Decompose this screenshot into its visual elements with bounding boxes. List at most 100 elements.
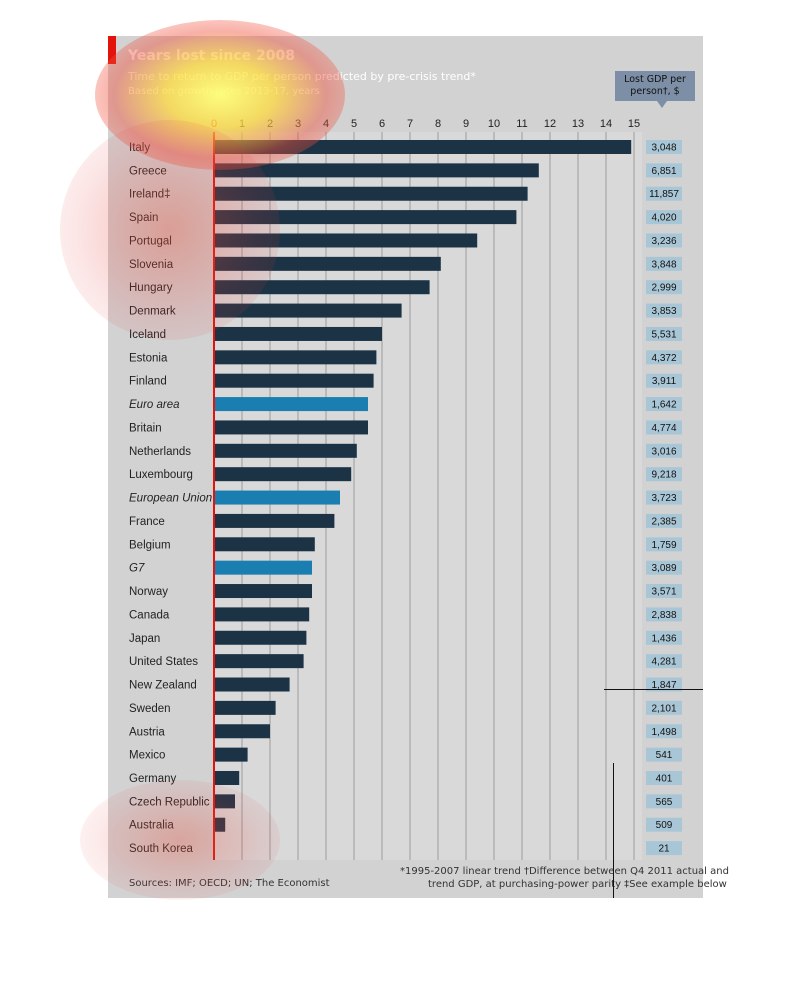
lost-gdp-value: 3,911 (652, 376, 677, 387)
value-box (646, 443, 682, 458)
lost-gdp-value: 3,048 (651, 143, 676, 154)
bar (214, 794, 235, 809)
category-label: Netherlands (129, 446, 191, 458)
bar (214, 256, 441, 271)
bar (214, 630, 307, 645)
value-box (646, 163, 682, 178)
lost-gdp-value: 2,838 (651, 610, 676, 621)
x-tick-label: 0 (211, 118, 217, 130)
lost-gdp-value: 9,218 (651, 470, 676, 481)
bar (214, 163, 539, 178)
bar (214, 700, 276, 715)
lost-gdp-value: 565 (656, 797, 673, 808)
value-box (646, 513, 682, 528)
lost-gdp-value: 3,853 (651, 306, 676, 317)
category-label: New Zealand (129, 680, 197, 692)
sources-note: Sources: IMF; OECD; UN; The Economist (129, 878, 330, 889)
lost-gdp-value: 3,571 (651, 587, 676, 598)
value-box (646, 677, 682, 692)
bar (214, 677, 290, 692)
value-box (646, 326, 682, 341)
value-box (646, 537, 682, 552)
value-box (646, 794, 682, 809)
bar (214, 560, 312, 575)
category-label: South Korea (129, 843, 194, 855)
lost-gdp-value: 3,016 (651, 446, 676, 457)
category-label: Finland (129, 376, 167, 388)
value-box (646, 303, 682, 318)
lost-gdp-value: 4,372 (651, 353, 676, 364)
category-label: Estonia (129, 352, 168, 364)
lost-gdp-value: 4,774 (651, 423, 676, 434)
footnote-line-2: trend GDP, at purchasing-power parity ‡S… (428, 879, 727, 890)
category-label: Austria (129, 726, 165, 738)
lost-gdp-value: 11,857 (649, 189, 679, 200)
category-label: Britain (129, 422, 162, 434)
bar (214, 724, 270, 739)
lost-gdp-value: 1,436 (651, 633, 676, 644)
value-box (646, 280, 682, 295)
category-label: Euro area (129, 399, 180, 411)
category-label: Australia (129, 820, 174, 832)
category-label: Greece (129, 165, 167, 177)
value-box (646, 467, 682, 482)
x-tick-label: 9 (463, 118, 469, 130)
value-box (646, 724, 682, 739)
lost-gdp-value: 509 (656, 820, 673, 831)
value-box (646, 584, 682, 599)
bar (214, 770, 240, 785)
value-box (646, 420, 682, 435)
category-label: Canada (129, 609, 170, 621)
chart-subtitle-units: Based on growth rates 2013-17, years (128, 86, 320, 97)
bar (214, 326, 382, 341)
category-label: Germany (129, 773, 177, 785)
category-label: European Union (129, 493, 212, 505)
footnote-line-1: *1995-2007 linear trend †Difference betw… (400, 866, 729, 877)
crop-line-vertical (613, 763, 614, 898)
value-box (646, 490, 682, 505)
crop-line-horizontal (604, 689, 703, 690)
category-label: United States (129, 656, 198, 668)
category-label: Belgium (129, 539, 171, 551)
bar (214, 490, 340, 505)
chart-title: Years lost since 2008 (128, 48, 295, 64)
value-box (646, 700, 682, 715)
value-box (646, 654, 682, 669)
x-tick-label: 5 (351, 118, 357, 130)
lost-gdp-value: 1,642 (651, 400, 676, 411)
lost-gdp-value: 2,385 (651, 516, 676, 527)
category-label: Hungary (129, 282, 173, 294)
bar (214, 350, 377, 365)
category-label: Portugal (129, 235, 172, 247)
value-box (646, 817, 682, 832)
value-box (646, 233, 682, 248)
bar (214, 280, 430, 295)
bar (214, 373, 374, 388)
chart-subtitle: Time to return to GDP per person predict… (128, 70, 476, 83)
lost-gdp-value: 3,723 (651, 493, 676, 504)
value-box (646, 770, 682, 785)
category-label: Japan (129, 633, 160, 645)
x-tick-label: 11 (516, 118, 527, 130)
category-label: France (129, 516, 165, 528)
bar (214, 397, 368, 412)
lost-gdp-value: 1,759 (651, 540, 676, 551)
value-box (646, 747, 682, 762)
value-box (646, 186, 682, 201)
category-label: Czech Republic (129, 796, 210, 808)
value-box (646, 397, 682, 412)
value-box (646, 210, 682, 225)
lost-gdp-value: 4,281 (651, 657, 676, 668)
bar (214, 607, 310, 622)
value-box (646, 841, 682, 856)
lost-gdp-value: 541 (656, 750, 673, 761)
x-tick-label: 7 (407, 118, 413, 130)
value-box (646, 350, 682, 365)
bar (214, 747, 248, 762)
value-box (646, 560, 682, 575)
bar (214, 420, 368, 435)
category-label: Denmark (129, 306, 176, 318)
x-tick-label: 6 (379, 118, 385, 130)
lost-gdp-value: 3,848 (651, 259, 676, 270)
